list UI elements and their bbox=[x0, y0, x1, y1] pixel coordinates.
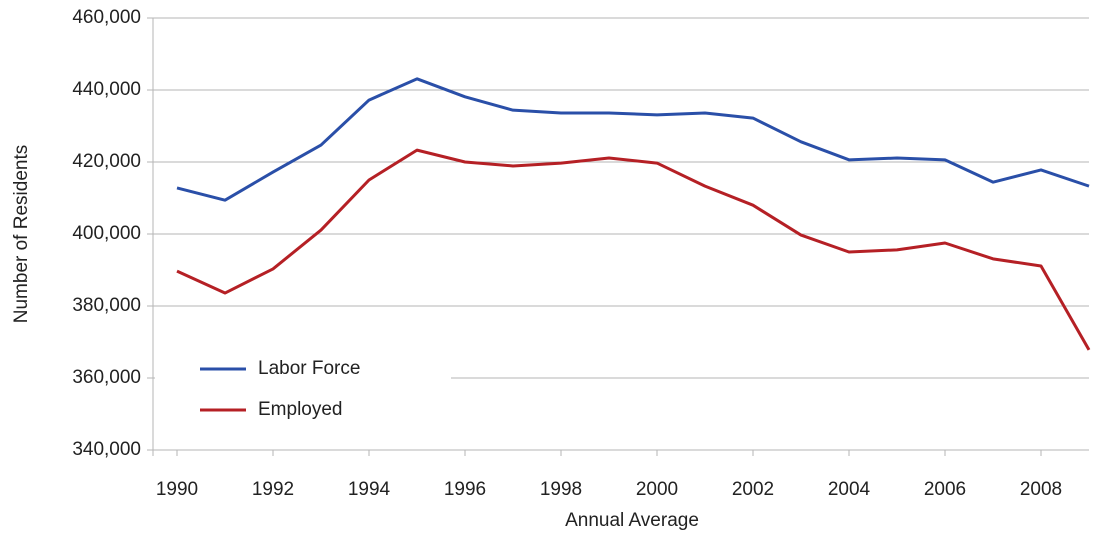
legend-label: Employed bbox=[258, 399, 343, 420]
x-tick-label: 2006 bbox=[924, 479, 966, 500]
y-tick-label: 460,000 bbox=[72, 7, 141, 28]
y-tick-label: 440,000 bbox=[72, 79, 141, 100]
x-tick-label: 2002 bbox=[732, 479, 774, 500]
x-tick-label: 1992 bbox=[252, 479, 294, 500]
x-axis-label: Annual Average bbox=[565, 510, 699, 531]
y-tick-label: 340,000 bbox=[72, 439, 141, 460]
series-line bbox=[176, 148, 1091, 351]
y-tick-label: 420,000 bbox=[72, 151, 141, 172]
x-tick-label: 1996 bbox=[444, 479, 486, 500]
legend-box bbox=[155, 345, 451, 435]
y-tick-label: 380,000 bbox=[72, 295, 141, 316]
series-line bbox=[176, 77, 1090, 202]
legend-label: Labor Force bbox=[258, 358, 360, 379]
x-tick-label: 2004 bbox=[828, 479, 871, 500]
y-axis-label: Number of Residents bbox=[11, 145, 32, 323]
x-tick-label: 1994 bbox=[348, 479, 391, 500]
x-tick-label: 2000 bbox=[636, 479, 678, 500]
y-tick-label: 400,000 bbox=[72, 223, 141, 244]
x-tick-label: 1998 bbox=[540, 479, 582, 500]
y-tick-label: 360,000 bbox=[72, 367, 141, 388]
x-tick-label: 2008 bbox=[1020, 479, 1062, 500]
x-tick-label: 1990 bbox=[156, 479, 198, 500]
